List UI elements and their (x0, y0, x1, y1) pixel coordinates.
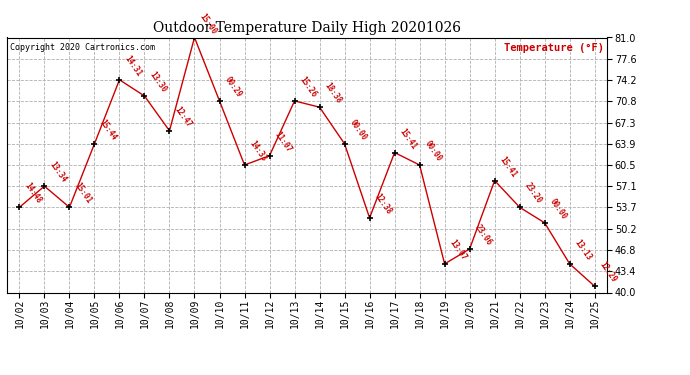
Text: 00:00: 00:00 (348, 118, 368, 142)
Text: Temperature (°F): Temperature (°F) (504, 43, 604, 52)
Text: 13:07: 13:07 (448, 238, 469, 262)
Text: 00:00: 00:00 (422, 139, 443, 163)
Text: 13:34: 13:34 (48, 160, 68, 184)
Text: 11:07: 11:07 (273, 130, 293, 154)
Text: 12:47: 12:47 (172, 105, 193, 129)
Text: 12:38: 12:38 (373, 192, 393, 216)
Text: 12:29: 12:29 (598, 260, 618, 284)
Text: 14:33: 14:33 (248, 139, 268, 163)
Text: 15:00: 15:00 (197, 12, 218, 36)
Text: 00:00: 00:00 (548, 197, 569, 221)
Text: 14:48: 14:48 (22, 182, 43, 206)
Text: 15:44: 15:44 (97, 118, 118, 142)
Text: 15:41: 15:41 (397, 127, 418, 151)
Text: 14:31: 14:31 (122, 54, 143, 78)
Text: 00:29: 00:29 (222, 75, 243, 99)
Text: 18:38: 18:38 (322, 81, 343, 105)
Text: 23:20: 23:20 (522, 182, 543, 206)
Text: 15:01: 15:01 (72, 182, 93, 206)
Text: 13:13: 13:13 (573, 238, 593, 262)
Title: Outdoor Temperature Daily High 20201026: Outdoor Temperature Daily High 20201026 (153, 21, 461, 35)
Text: 23:06: 23:06 (473, 223, 493, 247)
Text: Copyright 2020 Cartronics.com: Copyright 2020 Cartronics.com (10, 43, 155, 52)
Text: 15:41: 15:41 (497, 154, 518, 178)
Text: 15:26: 15:26 (297, 75, 318, 99)
Text: 13:30: 13:30 (148, 70, 168, 94)
